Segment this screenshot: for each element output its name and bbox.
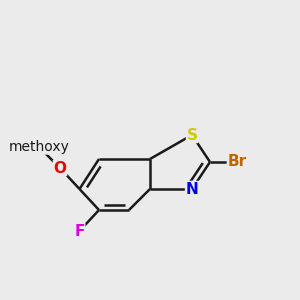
Text: S: S: [187, 128, 197, 142]
Text: F: F: [74, 224, 85, 238]
Text: N: N: [186, 182, 198, 196]
Text: methoxy: methoxy: [9, 140, 69, 154]
Text: O: O: [53, 160, 67, 175]
Text: Br: Br: [227, 154, 247, 169]
